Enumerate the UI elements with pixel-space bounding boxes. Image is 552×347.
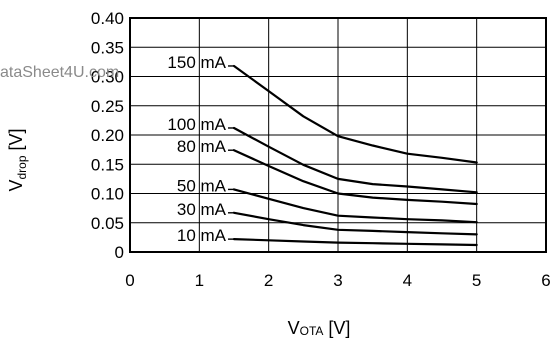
series-line bbox=[232, 64, 478, 164]
x-tick-label: 0 bbox=[125, 271, 134, 290]
y-tick-label: 0.10 bbox=[91, 185, 124, 204]
x-tick-label: 2 bbox=[264, 271, 273, 290]
watermark: ataSheet4U.com bbox=[0, 64, 119, 81]
series-label: 80 mA bbox=[177, 137, 227, 156]
x-tick-labels: 0 1 2 3 4 5 6 bbox=[125, 271, 550, 290]
x-axis-title-unit: [V] bbox=[323, 318, 350, 338]
x-axis-title-main: V bbox=[288, 318, 300, 338]
series-line bbox=[232, 149, 478, 206]
y-tick-label: 0.40 bbox=[91, 9, 124, 28]
x-axis-title-sub: OTA bbox=[300, 324, 324, 338]
y-tick-label: 0.25 bbox=[91, 97, 124, 116]
series-line bbox=[232, 211, 478, 236]
y-axis-title: Vdrop [V] bbox=[6, 128, 29, 191]
y-tick-label: 0.05 bbox=[91, 214, 124, 233]
y-tick-labels: 0 0.05 0.10 0.15 0.20 0.25 0.30 0.35 0.40 bbox=[91, 9, 124, 262]
series-label: 30 mA bbox=[177, 200, 227, 219]
x-tick-label: 6 bbox=[541, 271, 550, 290]
x-tick-label: 4 bbox=[403, 271, 412, 290]
series-labels: 150 mA 100 mA 80 mA 50 mA 30 mA 10 mA bbox=[167, 53, 226, 245]
series-lines bbox=[232, 64, 478, 247]
y-tick-label: 0.20 bbox=[91, 126, 124, 145]
y-axis-title-unit: [V] bbox=[6, 128, 26, 155]
y-axis-title-sub: drop bbox=[15, 155, 29, 179]
label-leaders bbox=[228, 65, 234, 240]
x-tick-label: 5 bbox=[472, 271, 481, 290]
series-line bbox=[232, 126, 478, 194]
x-tick-label: 3 bbox=[333, 271, 342, 290]
x-tick-label: 1 bbox=[195, 271, 204, 290]
y-axis-title-main: V bbox=[6, 180, 26, 192]
y-tick-label: 0.35 bbox=[91, 38, 124, 57]
y-tick-label: 0.15 bbox=[91, 155, 124, 174]
series-label: 150 mA bbox=[167, 53, 226, 72]
series-label: 100 mA bbox=[167, 115, 226, 134]
series-label: 50 mA bbox=[177, 176, 227, 195]
y-tick-label: 0.30 bbox=[91, 68, 124, 87]
y-tick-label: 0 bbox=[115, 243, 124, 262]
plot-frame bbox=[129, 17, 547, 253]
x-axis-title: VOTA [V] bbox=[288, 318, 351, 338]
series-line bbox=[232, 238, 478, 247]
series-line bbox=[232, 188, 478, 224]
series-label: 10 mA bbox=[177, 226, 227, 245]
